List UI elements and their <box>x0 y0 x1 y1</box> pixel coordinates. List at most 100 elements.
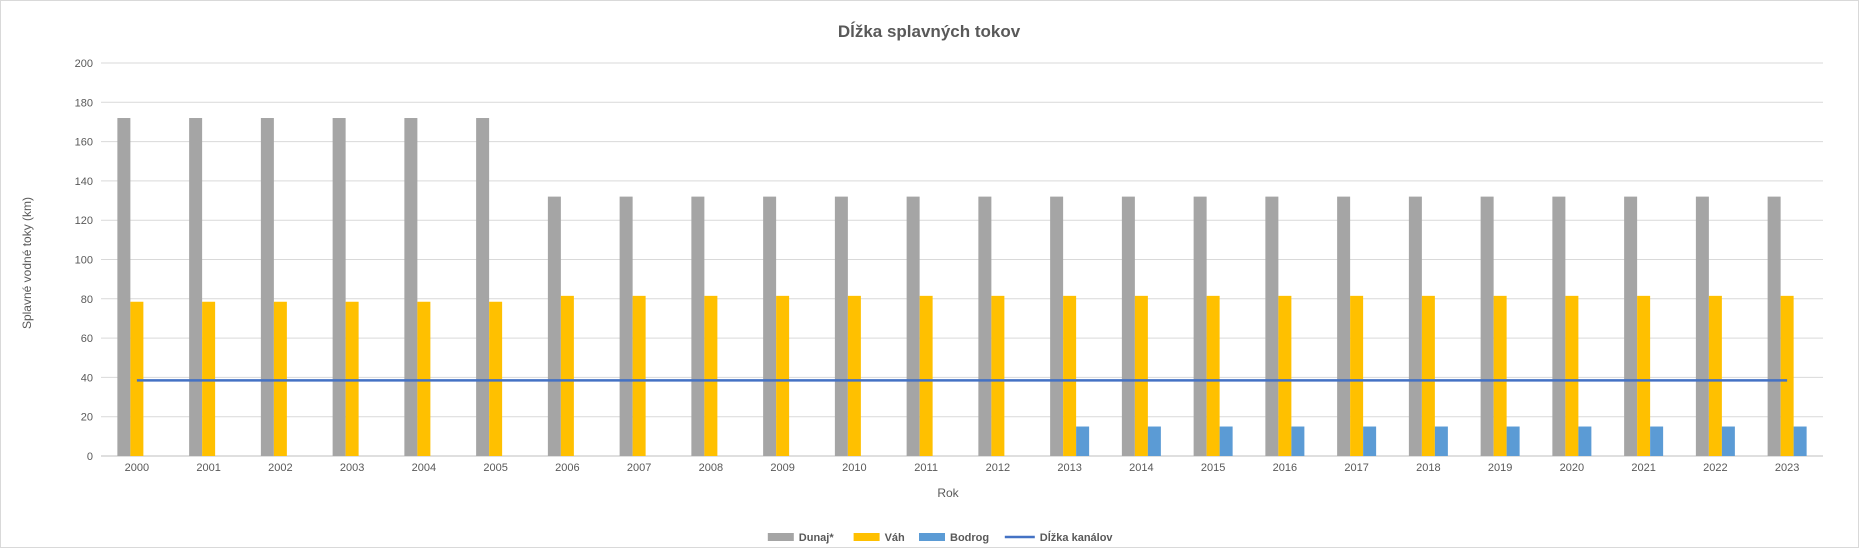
x-tick-label: 2017 <box>1344 462 1368 474</box>
x-tick-label: 2011 <box>914 462 938 474</box>
bar-bodrog <box>1650 426 1664 456</box>
x-axis-title: Rok <box>937 486 959 500</box>
x-tick-label: 2003 <box>340 462 364 474</box>
y-tick-labels: 0 20 40 60 80 100 120 140 160 180 200 <box>75 58 93 463</box>
bar-dunaj <box>1767 196 1781 456</box>
bar-bodrog <box>1219 426 1233 456</box>
bar-vh <box>919 295 933 456</box>
bar-dunaj <box>1193 196 1207 456</box>
bar-dunaj <box>1337 196 1351 456</box>
bar-vh <box>1780 295 1794 456</box>
legend-label: Dĺžka kanálov <box>1040 530 1114 544</box>
bar-vh <box>847 295 861 456</box>
bar-dunaj <box>691 196 705 456</box>
y-tick-label: 40 <box>81 372 93 384</box>
bar-vh <box>1493 295 1507 456</box>
bar-dunaj <box>1408 196 1422 456</box>
x-tick-labels: 2000 2001 2002 2003 2004 2005 2006 2007 2008 2009… <box>125 462 1800 474</box>
x-tick-label: 2014 <box>1129 462 1153 474</box>
y-axis-title: Splavné vodné toky (km) <box>20 197 34 329</box>
bar-bodrog <box>1434 426 1448 456</box>
bar-dunaj <box>1624 196 1638 456</box>
bar-dunaj <box>1050 196 1064 456</box>
bar-vh <box>1565 295 1579 456</box>
bar-bodrog <box>1793 426 1807 456</box>
bar-bodrog <box>1578 426 1592 456</box>
y-tick-label: 100 <box>75 255 93 267</box>
x-tick-label: 2018 <box>1416 462 1440 474</box>
bar-vh <box>1134 295 1148 456</box>
y-tick-label: 120 <box>75 215 93 227</box>
bar-vh <box>489 301 503 456</box>
chart-title: Dĺžka splavných tokov <box>838 21 1021 41</box>
x-tick-label: 2022 <box>1703 462 1727 474</box>
x-tick-label: 2001 <box>196 462 220 474</box>
bar-dunaj <box>260 118 274 457</box>
bar-vh <box>1350 295 1364 456</box>
bar-vh <box>704 295 718 456</box>
bar-dunaj <box>763 196 777 456</box>
bar-bodrog <box>1076 426 1090 456</box>
y-tick-label: 160 <box>75 137 93 149</box>
x-tick-label: 2009 <box>770 462 794 474</box>
x-tick-label: 2015 <box>1201 462 1225 474</box>
bar-bodrog <box>1147 426 1161 456</box>
bar-vh <box>991 295 1005 456</box>
legend-swatch <box>767 533 794 541</box>
bars <box>117 118 1807 457</box>
x-tick-label: 2016 <box>1273 462 1297 474</box>
bar-dunaj <box>834 196 848 456</box>
grid-lines <box>101 62 1823 457</box>
bar-vh <box>130 301 144 456</box>
bar-dunaj <box>906 196 920 456</box>
y-tick-label: 200 <box>75 58 93 70</box>
bar-vh <box>417 301 431 456</box>
legend: Dunaj* Váh Bodrog Dĺžka kanálov <box>767 530 1114 544</box>
y-tick-label: 60 <box>81 333 93 345</box>
bar-dunaj <box>332 118 346 457</box>
bar-vh <box>776 295 790 456</box>
x-tick-label: 2002 <box>268 462 292 474</box>
legend-label: Dunaj* <box>799 532 835 544</box>
bar-vh <box>1206 295 1220 456</box>
bar-vh <box>202 301 216 456</box>
x-tick-label: 2000 <box>125 462 149 474</box>
y-tick-label: 80 <box>81 294 93 306</box>
legend-swatch <box>919 533 945 541</box>
legend-label: Váh <box>885 532 905 544</box>
x-tick-label: 2008 <box>699 462 723 474</box>
x-tick-label: 2004 <box>412 462 436 474</box>
bar-dunaj <box>1121 196 1135 456</box>
bar-dunaj <box>1480 196 1494 456</box>
x-tick-label: 2019 <box>1488 462 1512 474</box>
bar-bodrog <box>1363 426 1377 456</box>
y-tick-label: 140 <box>75 176 93 188</box>
x-tick-label: 2007 <box>627 462 651 474</box>
bar-vh <box>1637 295 1651 456</box>
bar-dunaj <box>978 196 992 456</box>
y-tick-label: 180 <box>75 97 93 109</box>
bar-dunaj <box>189 118 203 457</box>
bar-bodrog <box>1291 426 1305 456</box>
x-tick-label: 2012 <box>986 462 1010 474</box>
legend-swatch <box>853 533 880 541</box>
bar-dunaj <box>117 118 131 457</box>
bar-vh <box>1278 295 1292 456</box>
x-tick-label: 2013 <box>1057 462 1081 474</box>
x-tick-label: 2020 <box>1560 462 1584 474</box>
x-tick-label: 2021 <box>1631 462 1655 474</box>
bar-dunaj <box>476 118 490 457</box>
bar-dunaj <box>1695 196 1709 456</box>
legend-label: Bodrog <box>950 532 989 544</box>
bar-bodrog <box>1721 426 1735 456</box>
x-tick-label: 2010 <box>842 462 866 474</box>
bar-dunaj <box>1552 196 1566 456</box>
x-tick-label: 2023 <box>1775 462 1799 474</box>
bar-dunaj <box>547 196 561 456</box>
bar-vh <box>632 295 646 456</box>
bar-vh <box>345 301 359 456</box>
bar-dunaj <box>404 118 418 457</box>
bar-vh <box>1063 295 1077 456</box>
